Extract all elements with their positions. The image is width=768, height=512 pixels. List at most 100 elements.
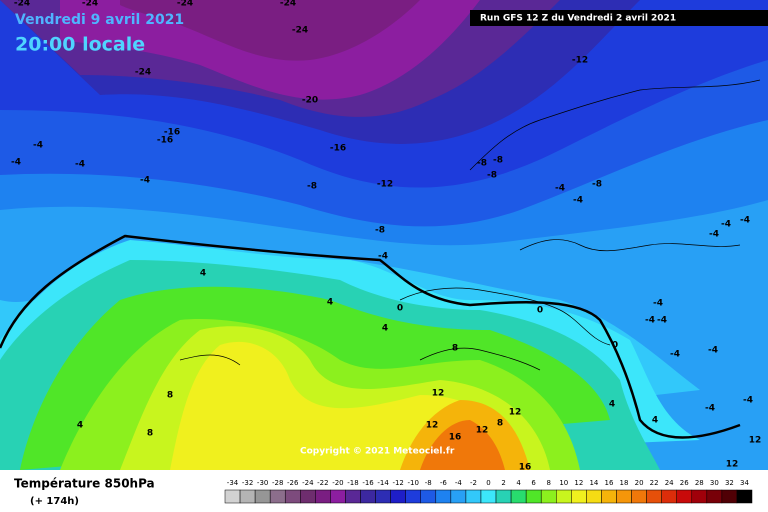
contour-label: 4 <box>382 324 388 334</box>
run-info: Run GFS 12 Z du Vendredi 2 avril 2021 <box>480 14 676 24</box>
contour-label: -4 <box>140 176 150 186</box>
scale-swatch <box>721 489 738 504</box>
scale-label: -24 <box>302 479 314 487</box>
scale-swatch <box>616 489 632 504</box>
contour-label: 0 <box>537 306 543 316</box>
scale-swatch <box>631 489 647 504</box>
contour-label: -4 <box>709 230 719 240</box>
contour-label: 12 <box>726 460 739 470</box>
scale-swatch <box>480 489 497 504</box>
contour-label: 8 <box>147 429 153 439</box>
scale-swatch <box>375 489 391 504</box>
contour-label: -4 <box>670 350 680 360</box>
scale-label: 4 <box>516 479 521 487</box>
contour-label: 4 <box>327 298 333 308</box>
contour-label: -24 <box>135 68 151 78</box>
contour-label: -24 <box>177 0 193 9</box>
contour-label: -8 <box>493 156 503 166</box>
scale-swatch <box>420 489 437 504</box>
scale-swatch <box>525 489 542 504</box>
scale-swatch <box>495 489 512 504</box>
contour-labels: -24 -24 -24 -24-24-24-20-16-16-16-12-12-8-8… <box>11 0 761 473</box>
scale-label: -8 <box>425 479 432 487</box>
contour-label: -4 <box>75 160 85 170</box>
scale-label: -22 <box>317 479 328 487</box>
scale-label: 12 <box>574 479 583 487</box>
scale-label: 8 <box>546 479 550 487</box>
contour-label: -4 <box>705 404 715 414</box>
scale-label: -10 <box>407 479 418 487</box>
contour-label: -20 <box>302 96 318 106</box>
contour-label: 16 <box>449 433 462 443</box>
contour-label: 4 <box>200 269 206 279</box>
contour-label: -12 <box>377 180 393 190</box>
contour-label: -8 <box>307 182 317 192</box>
scale-label: -6 <box>440 479 448 487</box>
scale-label: 6 <box>531 479 536 487</box>
contour-label: 8 <box>452 344 458 354</box>
scale-label: 22 <box>650 479 659 487</box>
scale-swatch <box>661 489 677 504</box>
contour-label: -4 <box>555 184 565 194</box>
scale-label: -14 <box>377 479 389 487</box>
contour-label: 8 <box>167 391 173 401</box>
run-banner <box>470 10 768 26</box>
coastlines <box>179 79 761 371</box>
scale-label: 14 <box>589 479 598 487</box>
scale-swatch <box>269 489 286 504</box>
scale-swatch <box>465 489 482 504</box>
forecast-date: Vendredi 9 avril 2021 <box>15 12 184 28</box>
temperature-field <box>0 0 768 470</box>
scale-label: -30 <box>257 479 268 487</box>
scale-label: -18 <box>347 479 358 487</box>
field-title: Température 850hPa <box>14 477 155 491</box>
contour-label: -8 <box>487 171 497 181</box>
scale-label: 18 <box>620 479 629 487</box>
scale-label: -16 <box>362 479 374 487</box>
contour-label: -8 <box>477 159 487 169</box>
scale-label: -26 <box>287 479 299 487</box>
scale-swatch <box>315 489 331 504</box>
scale-swatch <box>224 489 241 504</box>
contour-label: 0 <box>612 341 618 351</box>
scale-swatch <box>390 489 406 504</box>
contour-label: 4 <box>609 400 615 410</box>
scale-label: 34 <box>740 479 749 487</box>
scale-swatch <box>300 489 316 504</box>
contour-label: -24 <box>292 26 308 36</box>
contour-label: 12 <box>476 426 489 436</box>
contour-label: 0 <box>397 304 403 314</box>
lead-time: (+ 174h) <box>30 496 79 507</box>
contour-label: 16 <box>519 463 532 473</box>
contour-label: -4 <box>743 396 753 406</box>
scale-swatch <box>706 489 723 504</box>
contour-label: 12 <box>426 421 439 431</box>
scale-label: 16 <box>604 479 613 487</box>
contour-label: -4 <box>657 316 667 326</box>
scale-label: -4 <box>455 479 463 487</box>
scale-label: 28 <box>695 479 704 487</box>
scale-label: 30 <box>710 479 719 487</box>
scale-swatch <box>736 489 753 504</box>
contour-label: -12 <box>572 56 588 66</box>
scale-label: 32 <box>725 479 734 487</box>
scale-swatch <box>556 489 572 504</box>
contour-label: -24 <box>14 0 30 9</box>
scale-swatch <box>435 489 452 504</box>
contour-label: -8 <box>375 226 385 236</box>
color-scale: -34 -32 -30 -28 -26 -24 -22 -20 -18 -16 -14 -12 -10-… <box>224 479 753 504</box>
contour-label: 12 <box>749 436 762 446</box>
scale-label: -34 <box>227 479 239 487</box>
scale-swatch <box>586 489 602 504</box>
scale-label: 2 <box>501 479 505 487</box>
scale-label: 10 <box>559 479 568 487</box>
contour-label: -4 <box>11 158 21 168</box>
scale-swatch <box>691 489 708 504</box>
scale-swatch <box>450 489 467 504</box>
scale-label: -20 <box>332 479 343 487</box>
contour-label: -4 <box>645 316 655 326</box>
contour-label: -4 <box>573 196 583 206</box>
contour-label: -4 <box>708 346 718 356</box>
scale-label: -32 <box>242 479 253 487</box>
